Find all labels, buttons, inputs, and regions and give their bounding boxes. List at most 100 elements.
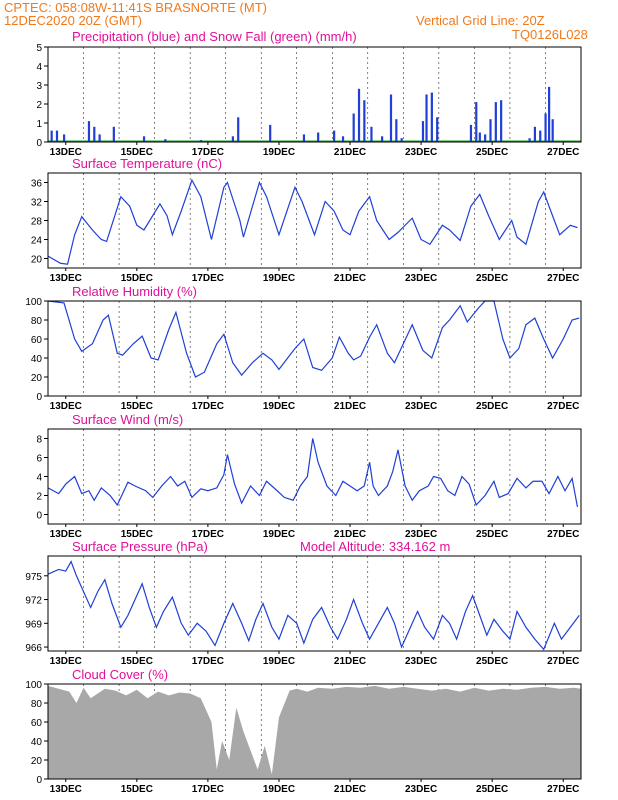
x-tick-label: 15DEC bbox=[121, 273, 153, 284]
y-tick-label: 972 bbox=[25, 596, 42, 607]
precip-bar bbox=[50, 130, 53, 142]
pressure-panel: Surface Pressure (hPa) Model Altitude: 3… bbox=[25, 539, 582, 667]
precip-y-ticks: 0 1 2 3 4 5 bbox=[36, 43, 48, 149]
precip-bar bbox=[357, 88, 361, 142]
precip-bar bbox=[494, 102, 497, 142]
x-tick-label: 27DEC bbox=[547, 273, 579, 284]
y-tick-label: 60 bbox=[31, 718, 43, 729]
precip-bar bbox=[421, 121, 425, 142]
precip-bar bbox=[425, 94, 428, 142]
cloud-y-ticks: 0 20 40 60 80 100 bbox=[25, 680, 48, 786]
y-tick-label: 40 bbox=[31, 354, 43, 365]
x-tick-label: 21DEC bbox=[334, 147, 366, 158]
temp-x-ticks: 13DEC 15DEC 17DEC 19DEC 21DEC 23DEC 25DEC 27DEC bbox=[50, 268, 579, 284]
y-tick-label: 969 bbox=[25, 619, 42, 630]
x-tick-label: 15DEC bbox=[121, 784, 153, 795]
x-tick-label: 19DEC bbox=[263, 401, 295, 412]
precip-panel: Precipitation (blue) and Snow Fall (gree… bbox=[36, 29, 582, 158]
x-tick-label: 13DEC bbox=[50, 656, 82, 667]
x-tick-label: 21DEC bbox=[334, 656, 366, 667]
y-tick-label: 60 bbox=[31, 335, 43, 346]
precip-bar bbox=[551, 119, 554, 142]
x-tick-label: 25DEC bbox=[476, 529, 508, 540]
x-tick-label: 17DEC bbox=[192, 656, 224, 667]
y-tick-label: 966 bbox=[25, 643, 42, 654]
y-tick-label: 100 bbox=[25, 680, 42, 691]
x-tick-label: 23DEC bbox=[405, 656, 437, 667]
wind-x-ticks: 13DEC 15DEC 17DEC 19DEC 21DEC 23DEC 25DEC 27DEC bbox=[50, 524, 579, 540]
y-tick-label: 3 bbox=[36, 81, 42, 92]
rh-frame bbox=[47, 300, 582, 397]
precip-bar bbox=[533, 126, 537, 142]
cloud-plot bbox=[48, 684, 581, 779]
precip-bar bbox=[478, 132, 481, 142]
header-grid-line: Vertical Grid Line: 20Z bbox=[416, 13, 545, 28]
x-tick-label: 13DEC bbox=[50, 401, 82, 412]
x-tick-label: 25DEC bbox=[476, 273, 508, 284]
precip-bar bbox=[484, 134, 487, 142]
x-tick-label: 13DEC bbox=[50, 784, 82, 795]
precip-bar bbox=[539, 130, 542, 142]
rh-line bbox=[47, 300, 580, 378]
x-tick-label: 17DEC bbox=[192, 147, 224, 158]
rh-title: Relative Humidity (%) bbox=[72, 284, 197, 299]
y-tick-label: 8 bbox=[36, 435, 42, 446]
precip-bar bbox=[500, 100, 503, 142]
wind-plot bbox=[47, 429, 579, 524]
x-tick-label: 25DEC bbox=[476, 784, 508, 795]
precip-bar bbox=[231, 136, 234, 142]
precip-bar bbox=[400, 138, 403, 142]
pressure-x-ticks: 13DEC 15DEC 17DEC 19DEC 21DEC 23DEC 25DEC 27DEC bbox=[50, 651, 579, 667]
x-tick-label: 19DEC bbox=[263, 273, 295, 284]
precip-bar bbox=[363, 100, 366, 142]
x-tick-label: 15DEC bbox=[121, 529, 153, 540]
rh-plot bbox=[47, 300, 580, 396]
x-tick-label: 27DEC bbox=[547, 784, 579, 795]
x-tick-label: 15DEC bbox=[121, 401, 153, 412]
x-tick-label: 23DEC bbox=[405, 784, 437, 795]
x-tick-label: 25DEC bbox=[476, 401, 508, 412]
y-tick-label: 0 bbox=[36, 775, 42, 786]
precip-bar bbox=[317, 132, 320, 142]
precip-bar bbox=[87, 121, 91, 142]
y-tick-label: 1 bbox=[36, 119, 42, 130]
precip-bar bbox=[544, 113, 547, 142]
cloud-frame bbox=[47, 683, 582, 780]
x-tick-label: 19DEC bbox=[263, 656, 295, 667]
pressure-title: Surface Pressure (hPa) bbox=[72, 539, 208, 554]
x-tick-label: 19DEC bbox=[263, 784, 295, 795]
x-tick-label: 27DEC bbox=[547, 529, 579, 540]
cloud-title: Cloud Cover (%) bbox=[72, 667, 168, 682]
precip-bar bbox=[62, 134, 66, 142]
pressure-frame bbox=[47, 555, 582, 652]
temp-title: Surface Temperature (nC) bbox=[72, 156, 222, 171]
pressure-y-ticks: 966 969 972 975 bbox=[25, 572, 48, 654]
y-tick-label: 80 bbox=[31, 699, 43, 710]
x-tick-label: 25DEC bbox=[476, 147, 508, 158]
precip-bar bbox=[98, 134, 101, 142]
wind-line bbox=[47, 438, 579, 508]
y-tick-label: 4 bbox=[36, 473, 42, 484]
precip-bar bbox=[475, 102, 478, 142]
model-altitude: Model Altitude: 334.162 m bbox=[300, 539, 450, 554]
precip-bar bbox=[489, 119, 492, 142]
precip-bar bbox=[395, 119, 398, 142]
x-tick-label: 23DEC bbox=[405, 147, 437, 158]
precip-bar bbox=[269, 124, 272, 142]
x-tick-label: 25DEC bbox=[476, 656, 508, 667]
y-tick-label: 2 bbox=[36, 100, 42, 111]
x-tick-label: 21DEC bbox=[334, 529, 366, 540]
x-tick-label: 13DEC bbox=[50, 147, 82, 158]
wind-panel: Surface Wind (m/s) 0 2 4 6 8 13DEC 15DEC 17DEC… bbox=[36, 412, 582, 540]
x-tick-label: 13DEC bbox=[50, 529, 82, 540]
y-tick-label: 2 bbox=[36, 492, 42, 503]
x-tick-label: 17DEC bbox=[192, 273, 224, 284]
x-tick-label: 27DEC bbox=[547, 656, 579, 667]
precip-bar bbox=[430, 92, 433, 142]
precip-bar bbox=[389, 94, 393, 142]
y-tick-label: 40 bbox=[31, 737, 43, 748]
y-tick-label: 0 bbox=[36, 511, 42, 522]
x-tick-label: 13DEC bbox=[50, 273, 82, 284]
temp-y-ticks: 20 24 28 32 36 bbox=[31, 179, 48, 266]
